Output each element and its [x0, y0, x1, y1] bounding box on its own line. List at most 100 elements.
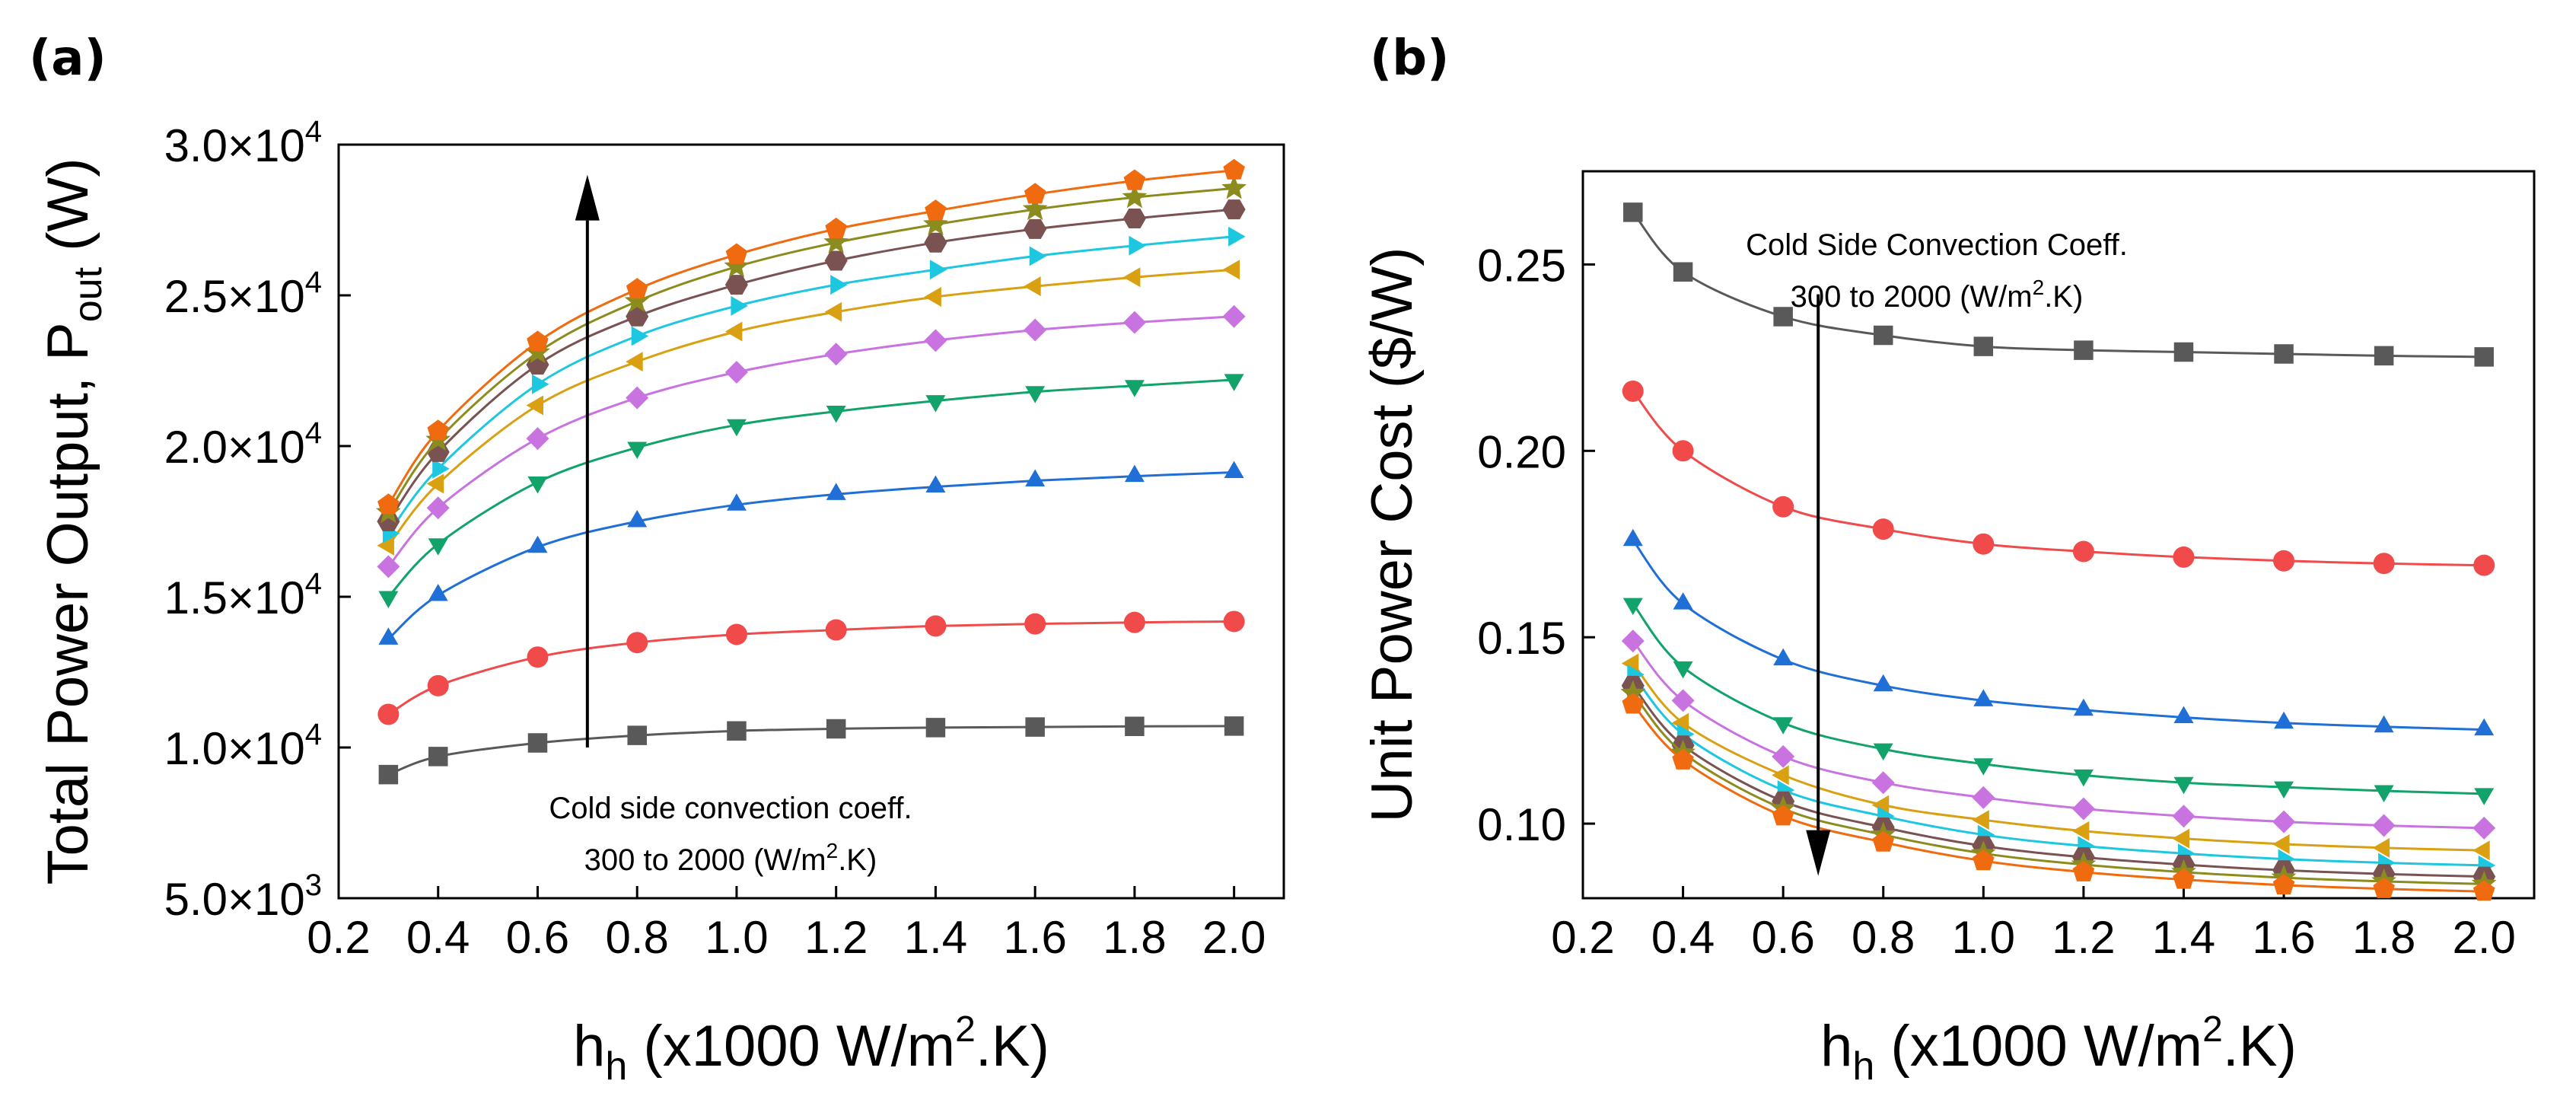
y-tick-label: 2.5×104	[164, 266, 322, 322]
data-point	[527, 733, 548, 753]
data-point	[2071, 821, 2090, 841]
y-tick-label: 0.20	[1477, 426, 1566, 477]
series-line	[387, 471, 1234, 640]
panel-label-b: (b)	[1370, 30, 1449, 87]
series-2000	[1622, 693, 2495, 901]
data-point	[1871, 771, 1895, 795]
data-point	[1673, 262, 1693, 282]
x-axis-title: hh (x1000 W/m2.K)	[1820, 1009, 2297, 1088]
data-point	[2474, 718, 2495, 736]
data-point	[925, 615, 947, 637]
data-point	[1671, 712, 1689, 733]
data-point	[1224, 461, 1244, 478]
data-point	[1221, 175, 1247, 199]
x-tick-label: 0.2	[307, 912, 370, 963]
data-point	[2272, 873, 2295, 894]
trend-arrow-head	[1806, 830, 1831, 876]
series-500	[1622, 380, 2495, 576]
series-line	[387, 186, 1234, 513]
data-point	[1773, 717, 1794, 735]
series-900	[1622, 598, 2495, 805]
x-tick-label: 0.8	[605, 912, 668, 963]
series-700	[378, 461, 1244, 645]
data-point	[2172, 805, 2195, 828]
y-tick-label: 2.0×104	[164, 416, 322, 473]
data-point	[527, 477, 548, 494]
data-point	[1672, 440, 1694, 462]
data-point	[1973, 336, 1994, 356]
data-point	[1973, 849, 1995, 871]
data-point	[1123, 611, 1145, 633]
data-point	[824, 343, 848, 366]
annotation-line-1: Cold Side Convection Coeff.	[1746, 228, 2128, 262]
data-point	[1873, 743, 1893, 761]
data-point	[1772, 496, 1794, 518]
data-point	[1029, 246, 1047, 266]
series-line	[1632, 211, 2485, 359]
data-point	[2173, 706, 2194, 723]
data-point	[1124, 464, 1145, 483]
data-point	[2473, 554, 2495, 576]
data-point	[1773, 307, 1793, 327]
data-point	[2272, 810, 2296, 833]
data-point	[2173, 776, 2194, 795]
series-line	[387, 208, 1234, 522]
x-tick-label: 0.6	[506, 912, 569, 963]
data-point	[1673, 661, 1693, 679]
data-point	[1025, 386, 1046, 403]
data-point	[2473, 880, 2495, 901]
data-point	[626, 306, 649, 327]
plot-frame	[337, 143, 1285, 900]
x-tick-label: 2.0	[1202, 912, 1266, 963]
y-tick-label: 0.15	[1477, 613, 1566, 664]
data-point	[924, 232, 947, 253]
x-tick-label: 1.4	[2152, 912, 2215, 963]
data-point	[1024, 613, 1046, 635]
x-tick-label: 1.0	[1952, 912, 2015, 963]
data-point	[2173, 342, 2194, 362]
data-point	[1622, 380, 1644, 402]
data-point	[826, 483, 846, 500]
data-point	[1222, 199, 1246, 220]
data-point	[1122, 184, 1148, 209]
data-point	[1124, 380, 1145, 397]
data-point	[1621, 653, 1639, 674]
data-point	[626, 632, 648, 654]
series-900	[378, 374, 1244, 608]
data-point	[727, 493, 747, 511]
y-tick-label: 1.5×104	[164, 567, 322, 623]
data-point	[1622, 598, 1643, 616]
data-point	[2074, 340, 2094, 360]
data-point	[724, 361, 748, 384]
data-point	[526, 395, 543, 416]
series-2000	[377, 158, 1245, 515]
x-tick-label: 0.4	[1651, 912, 1715, 963]
series-line	[1632, 390, 2485, 567]
data-point	[826, 406, 846, 423]
data-point	[527, 330, 549, 352]
series-line	[1632, 674, 2485, 867]
data-point	[624, 288, 650, 312]
data-point	[428, 538, 448, 556]
data-point	[377, 535, 394, 556]
data-point	[1622, 693, 1645, 714]
series-line	[1632, 539, 2485, 731]
data-point	[1872, 830, 1894, 852]
y-tick-label: 0.10	[1477, 799, 1566, 850]
data-point	[1222, 260, 1240, 280]
data-point	[1223, 610, 1245, 633]
data-point	[724, 275, 748, 295]
series-line	[387, 315, 1234, 568]
data-point	[1623, 202, 1643, 222]
data-point	[1224, 374, 1244, 391]
x-tick-label: 0.8	[1852, 912, 1915, 963]
x-tick-label: 1.2	[2052, 912, 2115, 963]
x-tick-label: 0.2	[1551, 912, 1614, 963]
x-tick-label: 1.8	[1103, 912, 1166, 963]
data-point	[1024, 183, 1046, 204]
y-tick-label: 1.0×104	[164, 718, 322, 774]
data-point	[1972, 786, 1995, 809]
data-point	[2373, 553, 2395, 575]
annotation-line-2: 300 to 2000 (W/m2.K)	[1791, 276, 2084, 314]
data-point	[1672, 748, 1694, 770]
